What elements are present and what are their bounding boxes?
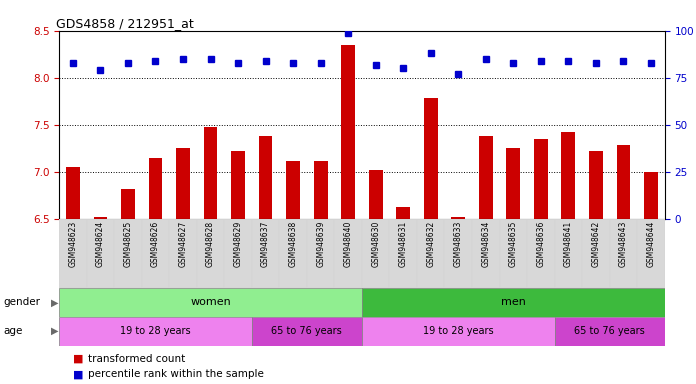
Bar bbox=[562, 132, 575, 219]
Bar bbox=[307, 219, 334, 288]
Text: percentile rank within the sample: percentile rank within the sample bbox=[88, 369, 264, 379]
Bar bbox=[66, 167, 80, 219]
Bar bbox=[59, 219, 87, 288]
Text: GSM948634: GSM948634 bbox=[481, 221, 490, 267]
Text: 65 to 76 years: 65 to 76 years bbox=[574, 326, 645, 336]
Text: 19 to 28 years: 19 to 28 years bbox=[120, 326, 191, 336]
Bar bbox=[534, 139, 548, 219]
Bar bbox=[334, 219, 362, 288]
Text: GSM948637: GSM948637 bbox=[261, 221, 270, 267]
Bar bbox=[59, 317, 252, 346]
Text: GSM948640: GSM948640 bbox=[344, 221, 353, 267]
Bar bbox=[341, 45, 355, 219]
Bar bbox=[555, 219, 582, 288]
Text: 65 to 76 years: 65 to 76 years bbox=[271, 326, 342, 336]
Bar bbox=[589, 151, 603, 219]
Bar bbox=[224, 219, 252, 288]
Bar bbox=[555, 317, 665, 346]
Bar bbox=[424, 98, 438, 219]
Bar bbox=[369, 170, 383, 219]
Bar bbox=[452, 217, 465, 219]
Text: GSM948638: GSM948638 bbox=[289, 221, 298, 267]
Bar bbox=[93, 217, 107, 219]
Bar bbox=[204, 127, 217, 219]
Bar bbox=[500, 219, 527, 288]
Text: GSM948642: GSM948642 bbox=[592, 221, 601, 267]
Text: GSM948633: GSM948633 bbox=[454, 221, 463, 267]
Bar bbox=[472, 219, 500, 288]
Text: GSM948627: GSM948627 bbox=[178, 221, 187, 267]
Text: GSM948626: GSM948626 bbox=[151, 221, 160, 267]
Bar bbox=[59, 288, 362, 317]
Text: GSM948639: GSM948639 bbox=[316, 221, 325, 267]
Bar bbox=[479, 136, 493, 219]
Bar bbox=[390, 219, 417, 288]
Bar bbox=[176, 148, 190, 219]
Bar bbox=[286, 161, 300, 219]
Text: age: age bbox=[3, 326, 23, 336]
Bar bbox=[637, 219, 665, 288]
Bar bbox=[582, 219, 610, 288]
Text: GSM948630: GSM948630 bbox=[371, 221, 380, 267]
Bar bbox=[259, 136, 272, 219]
Bar bbox=[169, 219, 197, 288]
Bar bbox=[396, 207, 410, 219]
Text: GDS4858 / 212951_at: GDS4858 / 212951_at bbox=[56, 17, 194, 30]
Text: GSM948628: GSM948628 bbox=[206, 221, 215, 267]
Text: GSM948635: GSM948635 bbox=[509, 221, 518, 267]
Bar bbox=[507, 148, 520, 219]
Text: 19 to 28 years: 19 to 28 years bbox=[423, 326, 493, 336]
Bar bbox=[644, 172, 658, 219]
Text: GSM948624: GSM948624 bbox=[96, 221, 105, 267]
Bar bbox=[362, 219, 390, 288]
Text: ■: ■ bbox=[73, 369, 84, 379]
Bar bbox=[610, 219, 637, 288]
Bar bbox=[527, 219, 555, 288]
Bar bbox=[197, 219, 224, 288]
Bar bbox=[252, 317, 362, 346]
Bar bbox=[142, 219, 169, 288]
Text: ■: ■ bbox=[73, 354, 84, 364]
Text: women: women bbox=[190, 297, 231, 308]
Bar bbox=[362, 317, 555, 346]
Text: GSM948632: GSM948632 bbox=[426, 221, 435, 267]
Bar bbox=[252, 219, 279, 288]
Text: GSM948625: GSM948625 bbox=[123, 221, 132, 267]
Bar bbox=[87, 219, 114, 288]
Bar bbox=[617, 146, 631, 219]
Text: gender: gender bbox=[3, 297, 40, 308]
Bar bbox=[445, 219, 472, 288]
Bar bbox=[114, 219, 142, 288]
Text: GSM948636: GSM948636 bbox=[537, 221, 546, 267]
Bar bbox=[279, 219, 307, 288]
Text: ▶: ▶ bbox=[51, 297, 58, 308]
Text: GSM948631: GSM948631 bbox=[399, 221, 408, 267]
Bar bbox=[231, 151, 245, 219]
Text: men: men bbox=[501, 297, 525, 308]
Text: GSM948643: GSM948643 bbox=[619, 221, 628, 267]
Text: GSM948629: GSM948629 bbox=[234, 221, 243, 267]
Bar bbox=[314, 161, 328, 219]
Text: GSM948644: GSM948644 bbox=[647, 221, 656, 267]
Text: ▶: ▶ bbox=[51, 326, 58, 336]
Bar bbox=[149, 158, 162, 219]
Text: GSM948623: GSM948623 bbox=[68, 221, 77, 267]
Bar bbox=[362, 288, 665, 317]
Bar bbox=[121, 189, 135, 219]
Bar bbox=[417, 219, 445, 288]
Text: transformed count: transformed count bbox=[88, 354, 186, 364]
Text: GSM948641: GSM948641 bbox=[564, 221, 573, 267]
